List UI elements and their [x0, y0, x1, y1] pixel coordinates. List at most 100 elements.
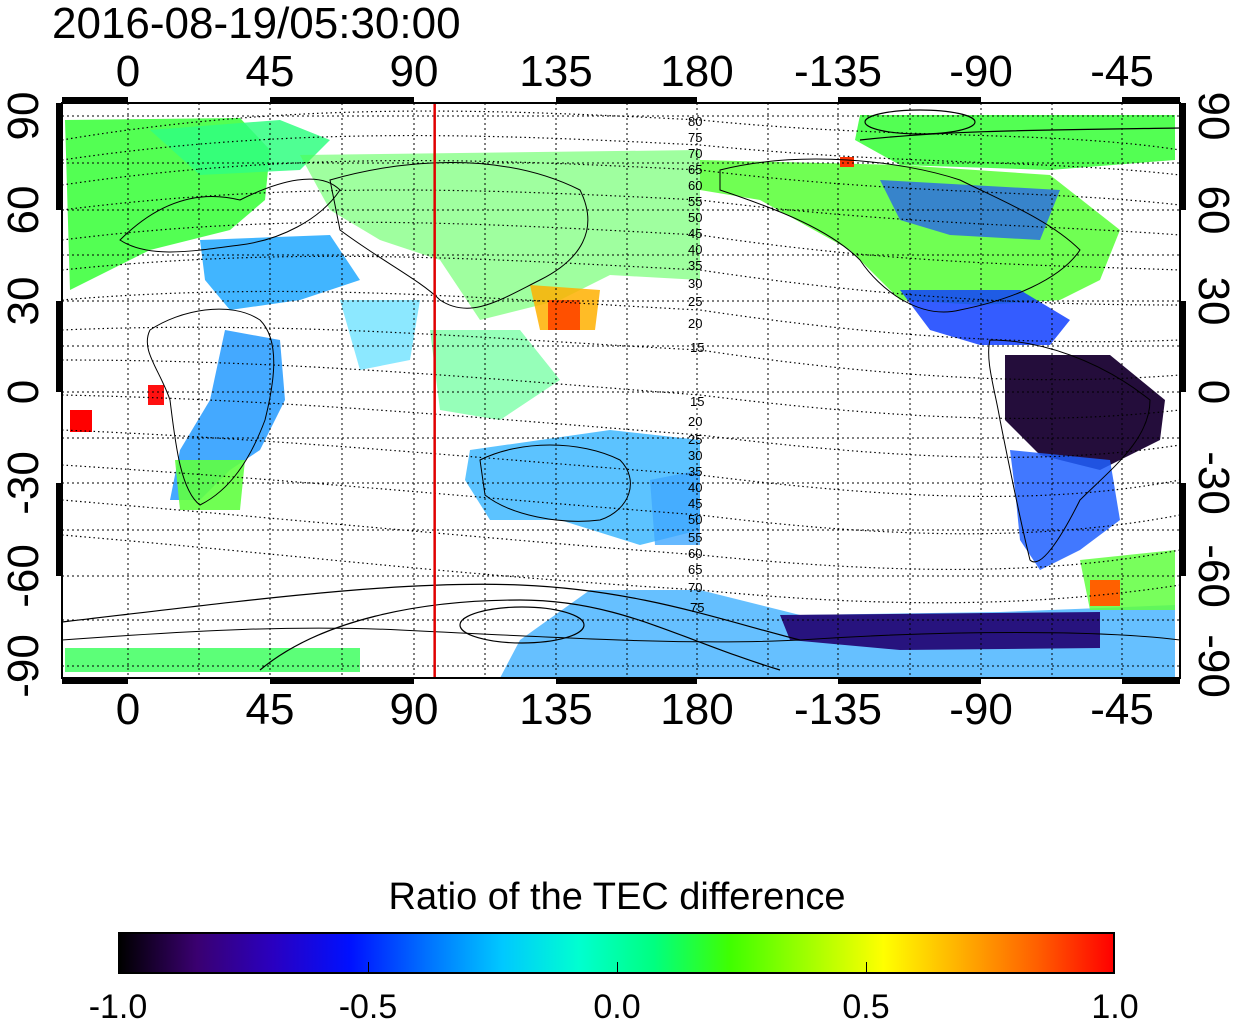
bottom-lon-label: -45 — [1090, 685, 1154, 734]
contour-label: 45 — [688, 226, 702, 241]
contour-line — [62, 110, 1180, 151]
tec-patch-amazon — [1005, 355, 1165, 470]
colorbar-tick — [866, 962, 867, 974]
border-bar — [838, 678, 981, 684]
contour-label: 65 — [688, 162, 702, 177]
top-lon-label: 135 — [519, 47, 593, 96]
tec-patch-australia — [465, 430, 700, 545]
tec-hotspot — [548, 300, 580, 330]
colorbar-label: 0.0 — [593, 988, 641, 1026]
contour-label: 35 — [688, 464, 702, 479]
coastline-asia — [329, 162, 589, 309]
contour-label: 25 — [688, 294, 702, 309]
contour-line-solid — [859, 127, 1180, 141]
tec-patch-us-east — [900, 290, 1070, 345]
tec-hotspot — [1090, 580, 1120, 606]
contour-label: 25 — [688, 432, 702, 447]
contour-line-solid — [259, 599, 781, 671]
magnetic-contours — [62, 110, 1180, 604]
colorbar-gradient — [118, 932, 1115, 974]
border-bar — [62, 97, 128, 103]
contour-line-solid — [62, 583, 801, 641]
colorbar-title: Ratio of the TEC difference — [388, 876, 846, 918]
contour-label: 15 — [690, 394, 704, 409]
border-bar — [556, 97, 697, 103]
contour-label: 70 — [688, 580, 702, 595]
border-bar — [1122, 678, 1180, 684]
coastline-north-america — [719, 158, 1081, 313]
contour-label: 65 — [688, 562, 702, 577]
tec-patch-south-america — [1010, 450, 1120, 570]
contour-label: 50 — [688, 210, 702, 225]
contour-label: 75 — [690, 600, 704, 615]
contour-label: 75 — [688, 130, 702, 145]
border-bar — [56, 301, 62, 392]
bottom-lon-label: -135 — [793, 685, 883, 734]
contour-line — [62, 464, 1180, 535]
tec-patch-mideast — [200, 235, 360, 310]
magnetic-solid-contours — [62, 109, 1180, 671]
contour-label: 70 — [688, 146, 702, 161]
contour-label: 45 — [688, 496, 702, 511]
tec-patch-canada — [880, 180, 1060, 240]
tec-patch-antarctica-strip — [65, 648, 360, 672]
contour-label: 20 — [688, 316, 702, 331]
tec-patch-africa — [170, 330, 285, 500]
top-lon-label: 90 — [389, 47, 439, 96]
coastline-africa — [146, 308, 275, 506]
coastline-south-america — [988, 339, 1151, 563]
coastline-australia — [479, 444, 631, 522]
contour-line — [62, 499, 1180, 571]
contour-labels: 80 75 70 65 60 55 50 45 40 35 30 25 20 1… — [688, 114, 704, 615]
colorbar-tick — [368, 962, 369, 974]
contour-label: 20 — [688, 414, 702, 429]
contour-label: 40 — [688, 480, 702, 495]
tec-patch-nz — [650, 470, 700, 545]
contour-label: 30 — [688, 276, 702, 291]
border-bar — [556, 678, 697, 684]
tec-patch-scandinavia — [150, 120, 330, 175]
colorbar-label: -0.5 — [338, 988, 398, 1026]
tec-patch-se-asia — [430, 330, 560, 420]
top-lon-label: -135 — [793, 47, 883, 96]
contour-label: 30 — [688, 448, 702, 463]
coastline-europe — [119, 178, 341, 253]
tec-patch-asia — [300, 150, 700, 320]
tec-patch-antarctica-dark — [780, 612, 1100, 650]
contour-label: 80 — [688, 114, 702, 129]
tec-hotspot — [70, 410, 92, 432]
map-border-bars — [56, 97, 1186, 684]
map-timestamp: 2016-08-19/05:30:00 — [52, 0, 461, 48]
contour-label: 35 — [688, 258, 702, 273]
top-lon-label: -45 — [1090, 47, 1154, 96]
border-bar — [56, 483, 62, 576]
bottom-lon-label: 0 — [115, 685, 141, 734]
tec-data-layer — [65, 115, 1175, 678]
contour-label: 15 — [690, 340, 704, 355]
contour-ring — [459, 606, 585, 644]
colorbar-label: -1.0 — [88, 988, 148, 1026]
colorbar-tick — [617, 962, 618, 974]
border-bar — [270, 678, 414, 684]
bottom-lon-label: 135 — [519, 685, 593, 734]
tec-hotspot — [840, 157, 854, 167]
top-lon-label: 180 — [660, 47, 734, 96]
border-bar — [1180, 301, 1186, 392]
contour-ring — [864, 109, 976, 135]
coastlines — [62, 158, 1180, 643]
bottom-lon-label: -90 — [949, 685, 1013, 734]
tec-patch-south-africa — [175, 460, 245, 510]
colorbar-label: 1.0 — [1091, 988, 1139, 1026]
coastline-antarctica — [62, 627, 1180, 643]
border-bar — [56, 103, 62, 210]
tec-patch-india — [340, 300, 420, 370]
bottom-lon-label: 90 — [389, 685, 439, 734]
tec-hotspot — [148, 385, 164, 405]
border-bar — [1122, 97, 1180, 103]
bottom-lon-label: 45 — [245, 685, 295, 734]
border-bar — [1180, 103, 1186, 210]
contour-label: 60 — [688, 546, 702, 561]
border-bar — [270, 97, 414, 103]
contour-label: 50 — [688, 512, 702, 527]
